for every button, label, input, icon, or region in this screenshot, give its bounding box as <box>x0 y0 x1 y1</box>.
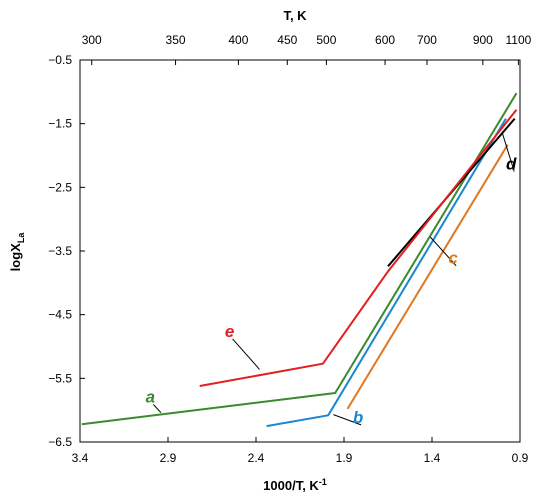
series-label-b: b <box>353 408 363 427</box>
x-axis-title-base: 1000/T, K <box>263 478 319 493</box>
series-line-c <box>346 144 509 410</box>
y-tick-label: −4.5 <box>48 308 72 322</box>
leader-line-d <box>501 133 515 172</box>
leader-line-e <box>232 338 260 370</box>
x-tick-label: 0.9 <box>512 451 529 465</box>
tick-labels: 3.4 2.9 2.4 1.9 1.4 0.9 −0.5 −1.5 −2.5 −3.5 −4.5 −5… <box>48 33 531 465</box>
y-tick-label: −1.5 <box>48 117 72 131</box>
x-axis-title-sup: -1 <box>319 477 327 487</box>
leader-line-a <box>153 404 162 414</box>
top-tick-label: 700 <box>417 33 437 47</box>
y-axis-title: logXLa <box>8 232 26 272</box>
y-tick-label: −5.5 <box>48 371 72 385</box>
series-annotations: a b c d e <box>146 133 517 427</box>
x-tick-label: 1.9 <box>336 451 353 465</box>
top-tick-label: 350 <box>166 33 186 47</box>
tick-marks <box>79 59 521 443</box>
x-axis-title: 1000/T, K-1 <box>263 477 327 493</box>
top-tick-label: 600 <box>375 33 395 47</box>
series-lines <box>81 92 518 428</box>
x-tick-label: 1.4 <box>424 451 441 465</box>
y-axis-title-sub: La <box>16 232 26 243</box>
top-tick-label: 450 <box>277 33 297 47</box>
y-tick-label: −2.5 <box>48 180 72 194</box>
top-axis-title: T, K <box>283 8 307 23</box>
y-tick-label: −0.5 <box>48 53 72 67</box>
series-line-b <box>266 118 507 428</box>
series-label-a: a <box>146 388 155 407</box>
top-tick-label: 300 <box>82 33 102 47</box>
series-label-d: d <box>506 155 517 174</box>
top-tick-label: 500 <box>316 33 336 47</box>
y-tick-label: −6.5 <box>48 435 72 449</box>
top-tick-label: 1100 <box>505 33 531 47</box>
top-tick-label: 400 <box>228 33 248 47</box>
top-tick-label: 900 <box>473 33 493 47</box>
y-axis-title-base: logX <box>8 243 23 271</box>
leader-line-b <box>333 414 362 426</box>
x-tick-label: 2.9 <box>160 451 177 465</box>
leader-line-c <box>429 236 457 267</box>
series-label-e: e <box>225 322 234 341</box>
series-line-e <box>199 109 518 387</box>
y-tick-label: −3.5 <box>48 244 72 258</box>
x-tick-label: 3.4 <box>72 451 89 465</box>
series-label-c: c <box>448 249 458 268</box>
series-line-a <box>81 92 518 426</box>
x-tick-label: 2.4 <box>248 451 265 465</box>
